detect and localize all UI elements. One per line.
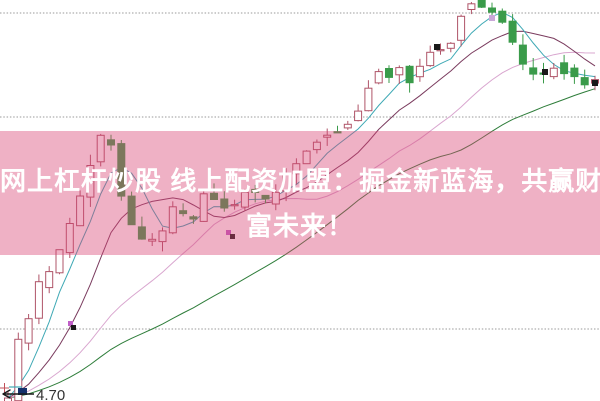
svg-text:4.70: 4.70 bbox=[36, 387, 65, 401]
